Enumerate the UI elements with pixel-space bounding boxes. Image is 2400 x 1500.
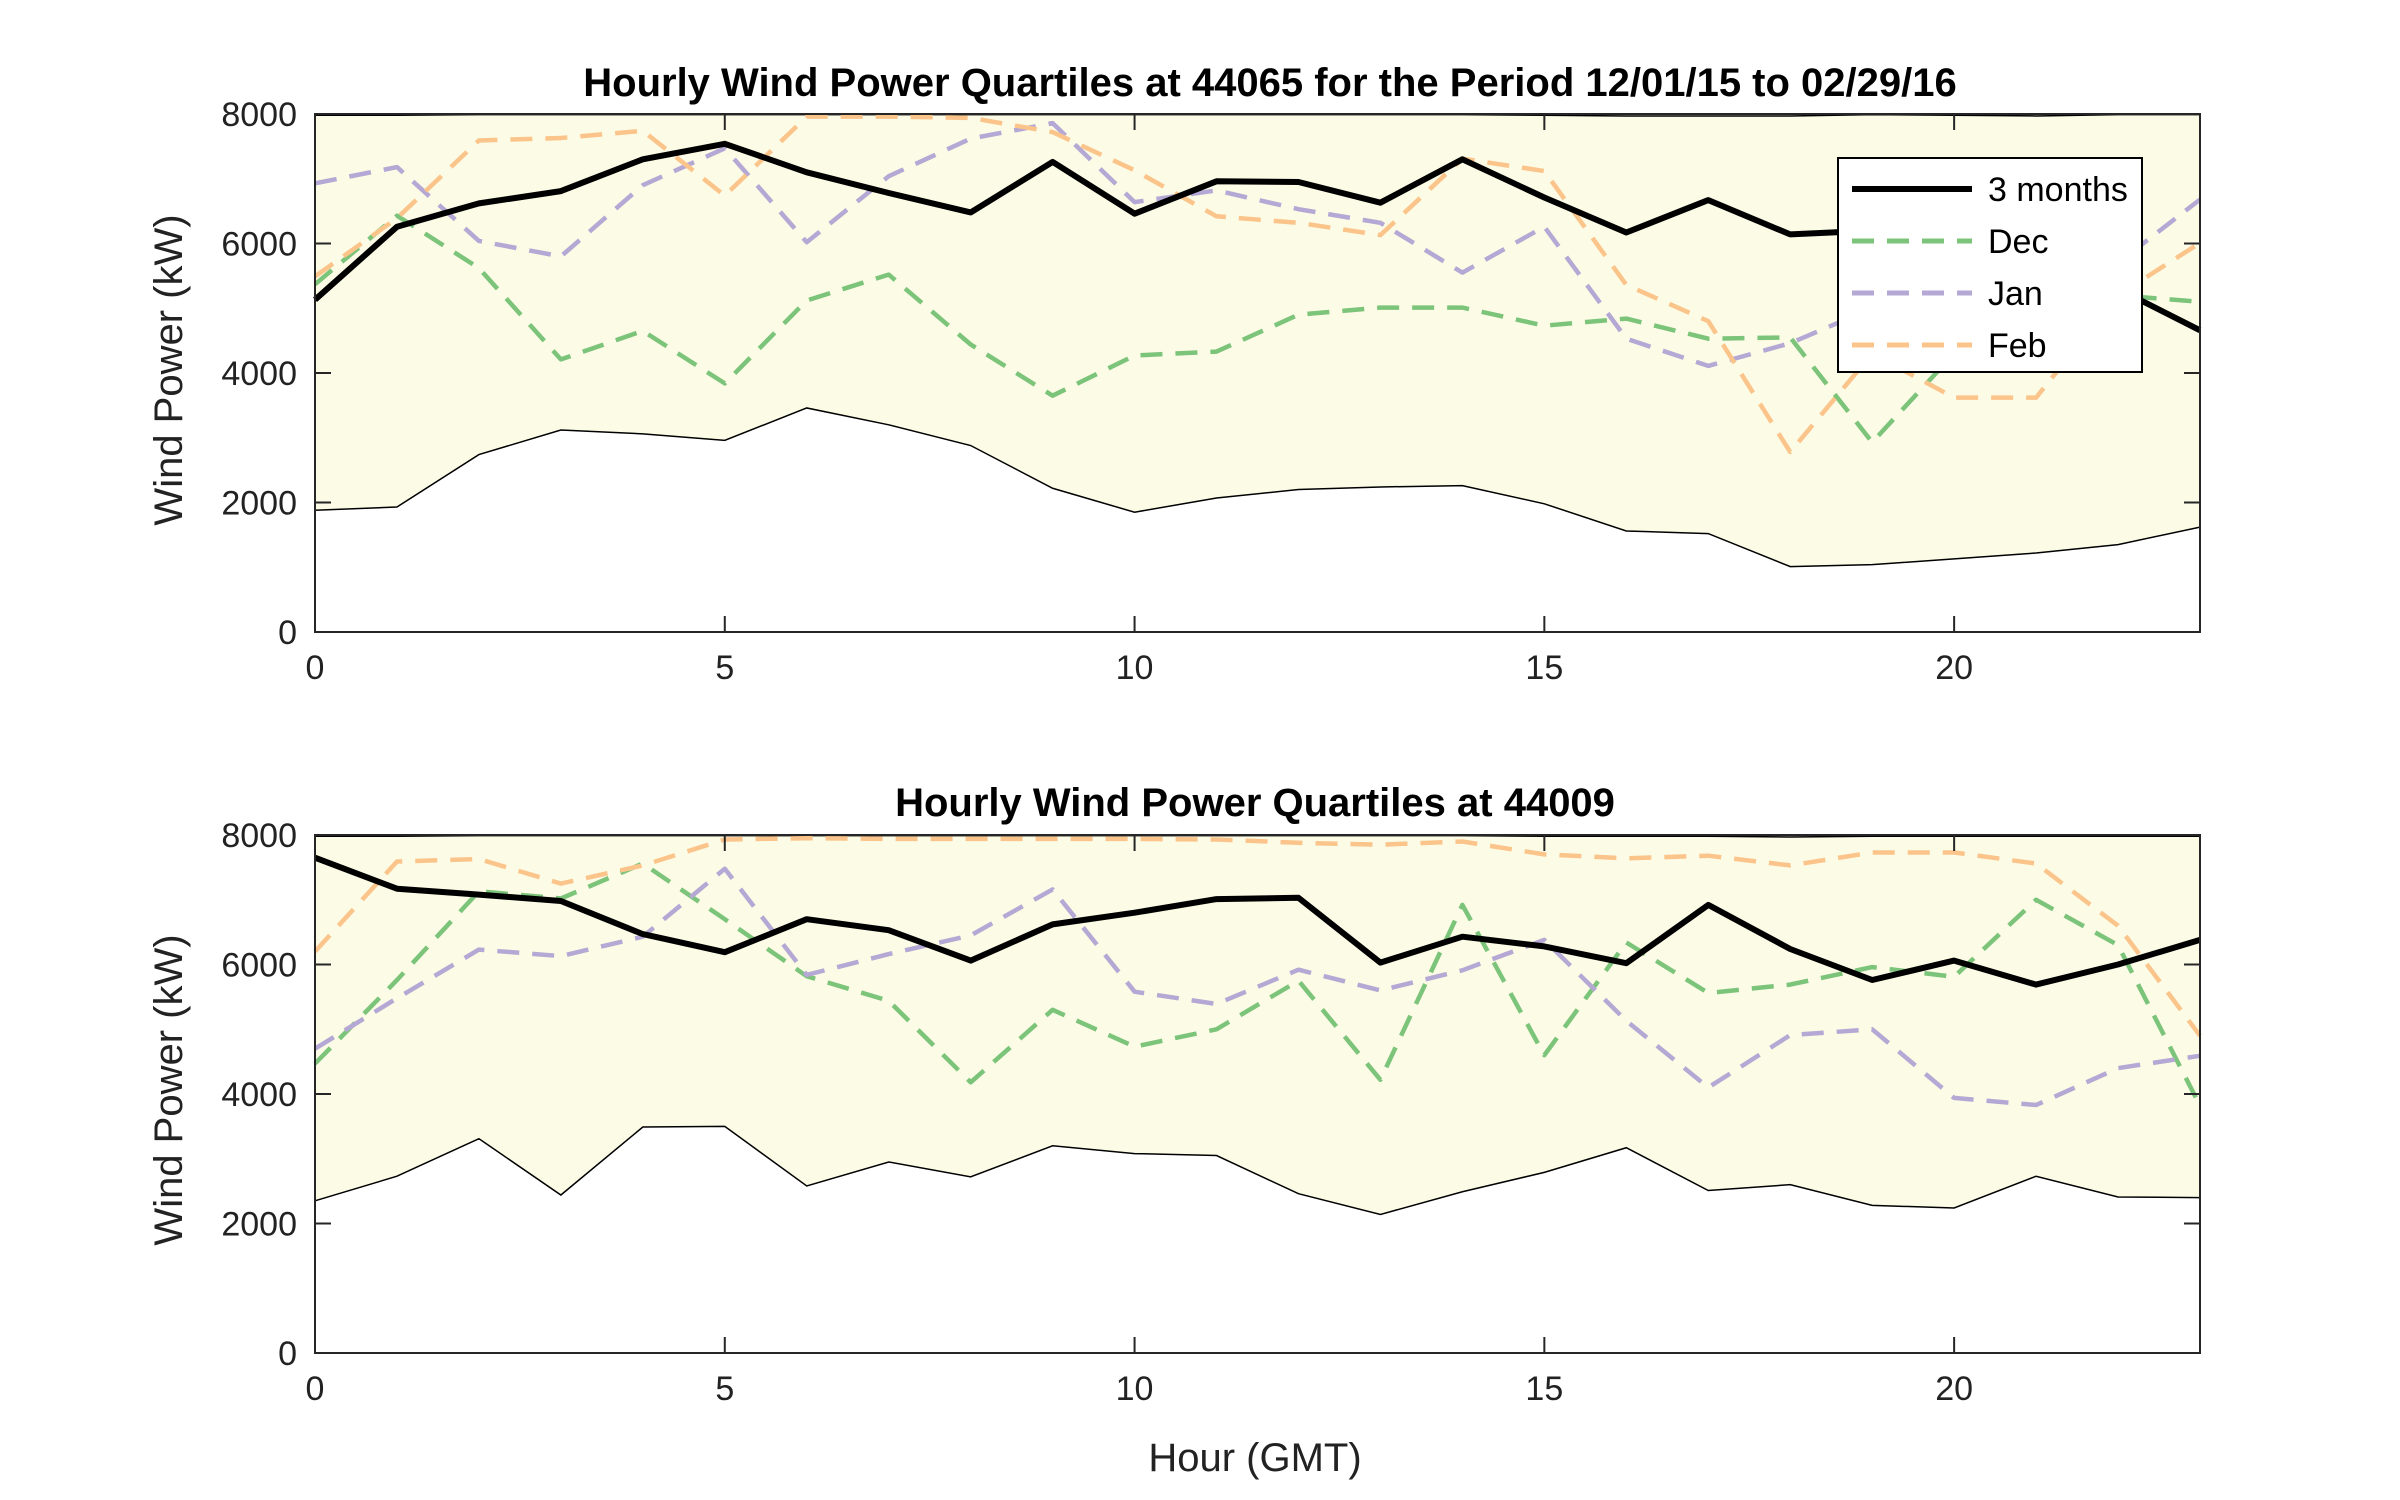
x-tick-label: 10: [1116, 1370, 1154, 1408]
y-tick-label: 0: [278, 614, 297, 652]
quartile-band: [315, 835, 2200, 1215]
y-tick-label: 6000: [221, 226, 297, 264]
legend-entry-dec: Dec: [1988, 223, 2048, 261]
y-tick-label: 2000: [221, 485, 297, 523]
x-tick-label: 15: [1525, 649, 1563, 687]
series-line-dec: [313, 213, 2201, 445]
y-tick-label: 2000: [221, 1206, 297, 1244]
x-tick-label: 20: [1935, 649, 1973, 687]
quartile-band: [315, 114, 2200, 567]
top-chart: Hourly Wind Power Quartiles at 44065 for…: [147, 61, 2202, 687]
plot-area: 0 5 10 15 20 0 2000 4000 6000 8000: [221, 96, 2202, 687]
x-tick-label: 15: [1525, 1370, 1563, 1408]
lower-quartile-line: [314, 407, 2201, 568]
y-axis-label: Wind Power (kW): [147, 934, 191, 1245]
y-tick-label: 4000: [221, 355, 297, 393]
y-tick-label: 4000: [221, 1076, 297, 1114]
chart-title: Hourly Wind Power Quartiles at 44065 for…: [583, 61, 1957, 105]
series-line-jan: [314, 120, 2202, 369]
x-tick-label: 5: [715, 649, 734, 687]
bottom-chart: Hourly Wind Power Quartiles at 44009 0 5 1…: [147, 781, 2203, 1480]
series-line-3-months: [313, 854, 2201, 988]
x-tick-label: 5: [715, 1370, 734, 1408]
series-line-feb: [313, 114, 2202, 455]
x-tick-label: 0: [306, 1370, 325, 1408]
lower-quartile-line: [314, 1125, 2201, 1216]
legend-entry-jan: Jan: [1988, 275, 2043, 313]
legend-entry-3-months: 3 months: [1988, 171, 2128, 209]
y-tick-label: 0: [278, 1335, 297, 1373]
chart-title: Hourly Wind Power Quartiles at 44009: [895, 781, 1615, 825]
x-tick-label: 20: [1935, 1370, 1973, 1408]
plot-area: 0 5 10 15 20 0 2000 4000 6000 8000: [221, 817, 2203, 1408]
y-tick-label: 8000: [221, 96, 297, 134]
series-line-feb: [313, 835, 2202, 1038]
legend-entry-feb: Feb: [1988, 327, 2047, 365]
x-tick-label: 10: [1116, 649, 1154, 687]
y-axis-label: Wind Power (kW): [147, 214, 191, 525]
y-tick-label: 6000: [221, 947, 297, 985]
legend: 3 months Dec Jan Feb: [1837, 157, 2143, 373]
x-tick-label: 0: [306, 649, 325, 687]
y-tick-label: 8000: [221, 817, 297, 855]
legend-box: [1837, 157, 2143, 373]
series-line-jan: [313, 866, 2201, 1108]
x-axis-label: Hour (GMT): [1148, 1436, 1361, 1480]
